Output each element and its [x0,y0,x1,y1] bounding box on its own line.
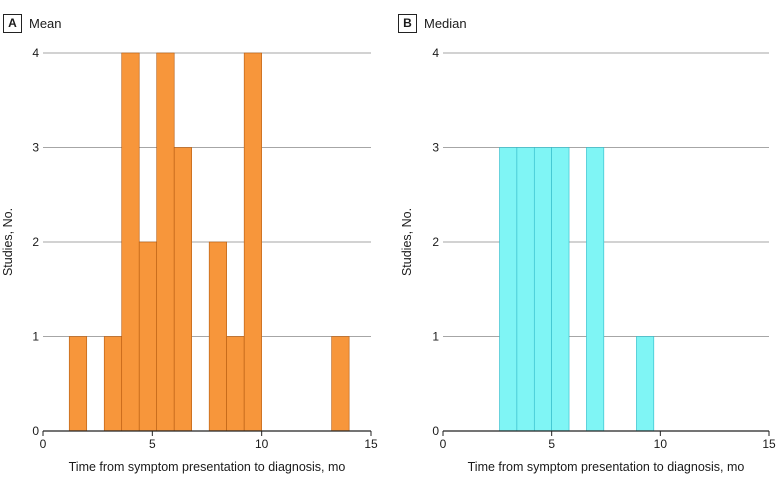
panel-b-histogram-bar [499,147,518,432]
panel-b-x-tick-label: 5 [548,437,555,451]
panel-b-histogram-bar [516,147,535,432]
panel-b-x-axis-label: Time from symptom presentation to diagno… [468,460,745,474]
panel-a-histogram-bar [331,336,350,432]
panel-b-histogram-bar [533,147,552,432]
panel-a-histogram-bar [243,52,262,432]
panel-a-x-axis-label: Time from symptom presentation to diagno… [69,460,346,474]
panel-a-y-tick-label: 0 [32,424,39,438]
panel-a-y-tick-label: 1 [32,330,39,344]
panel-a-x-tick-label: 15 [364,437,378,451]
panel-a-y-tick-label: 2 [32,235,39,249]
panel-b-y-tick-label: 1 [432,330,439,344]
panel-b-y-tick-label: 4 [432,46,439,60]
panel-b-y-axis-label: Studies, No. [400,208,414,276]
panel-b-y-tick-label: 0 [432,424,439,438]
panel-a-y-tick-label: 3 [32,141,39,155]
panel-b-x-tick-label: 0 [440,437,447,451]
panel-a-header: A Mean [3,13,62,33]
panel-b-histogram-bar [586,147,605,432]
panel-a-histogram-bar [103,336,123,432]
panel-a-y-tick-label: 4 [32,46,39,60]
panel-b-header: B Median [398,13,467,33]
panel-b-histogram-bar [551,147,570,432]
panel-a-histogram-bar [226,336,245,432]
panel-a-x-tick-label: 10 [255,437,269,451]
panel-a-histogram-bar [208,241,227,432]
panel-b-histogram-bar [636,336,655,432]
panel-b-y-tick-label: 2 [432,235,439,249]
panel-b-letter: B [398,13,417,33]
panel-a-title: Mean [29,15,62,31]
panel-a-y-axis-label: Studies, No. [1,208,15,276]
panel-b-y-tick-label: 3 [432,141,439,155]
panel-a-histogram-bar [173,147,192,432]
panel-b-title: Median [424,15,467,31]
panel-b-x-tick-label: 10 [654,437,668,451]
panel-a-x-tick-label: 5 [149,437,156,451]
panel-a-histogram-bar [68,336,88,432]
panel-a-histogram-bar [138,241,158,432]
panel-a-histogram-bar [156,52,175,432]
panel-a-histogram-bar [121,52,140,432]
panel-a-letter: A [3,13,22,33]
panel-b-x-tick-label: 15 [762,437,776,451]
panel-a-x-tick-label: 0 [40,437,47,451]
